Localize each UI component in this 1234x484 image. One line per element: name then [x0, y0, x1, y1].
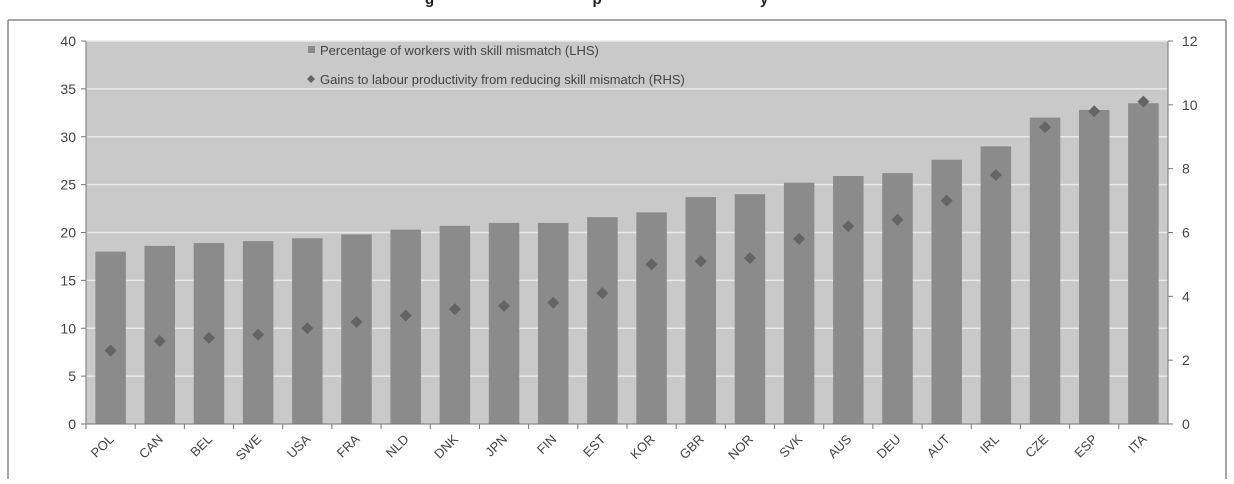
marker-nld — [399, 309, 412, 322]
bar-nor — [734, 194, 766, 424]
x-tick-label-fin: FIN — [534, 432, 559, 457]
markers — [104, 95, 1150, 357]
marker-usa — [301, 322, 314, 335]
x-tick-label-jpn: JPN — [482, 432, 510, 460]
legend: Percentage of workers with skill mismatc… — [307, 43, 685, 87]
x-tick-label-gbr: GBR — [676, 432, 707, 463]
marker-bel — [202, 331, 215, 344]
bar-jpn — [488, 222, 520, 424]
y-left-tick-label: 5 — [68, 368, 76, 384]
bar-can — [144, 245, 176, 424]
legend-diamond-marker — [307, 75, 315, 83]
x-tick-label-deu: DEU — [874, 432, 904, 462]
marker-dnk — [448, 303, 461, 316]
x-tick-label-est: EST — [580, 431, 609, 460]
bar-deu — [882, 173, 913, 424]
x-tick-label-usa: USA — [284, 431, 314, 461]
bar-fin — [537, 222, 569, 424]
bar-esp — [1078, 109, 1110, 424]
marker-pol — [104, 344, 117, 357]
marker-deu — [891, 213, 904, 226]
x-tick-label-nld: NLD — [383, 432, 412, 461]
bar-ita — [1128, 103, 1159, 425]
marker-kor — [645, 258, 658, 271]
x-tick-label-kor: KOR — [627, 432, 658, 463]
x-tick-label-cze: CZE — [1022, 431, 1051, 460]
marker-gbr — [694, 255, 707, 268]
y-left-tick-label: 0 — [68, 416, 76, 432]
bar-dnk — [439, 225, 471, 424]
marker-fin — [547, 296, 560, 309]
bar-irl — [980, 146, 1012, 424]
y-left-tick-label: 30 — [60, 129, 76, 145]
y-right-tick-label: 10 — [1182, 97, 1198, 113]
x-tick-label-ita: ITA — [1125, 431, 1149, 455]
y-left-tick-label: 25 — [60, 177, 76, 193]
y-left-tick-label: 35 — [60, 81, 76, 97]
x-tick-label-fra: FRA — [334, 431, 363, 460]
bar-kor — [636, 212, 667, 424]
bar-nld — [390, 229, 421, 424]
x-tick-label-aut: AUT — [924, 431, 953, 460]
x-tick-label-irl: IRL — [977, 432, 1002, 457]
y-right-tick-label: 12 — [1182, 33, 1198, 49]
marker-ita — [1137, 95, 1150, 108]
marker-aus — [842, 220, 855, 233]
axes — [81, 40, 1173, 429]
y-right-tick-label: 0 — [1182, 416, 1190, 432]
bar-pol — [95, 251, 126, 424]
x-tick-label-can: CAN — [136, 432, 166, 462]
x-tick-label-esp: ESP — [1071, 432, 1100, 461]
y-left-tick-label: 15 — [60, 272, 76, 288]
bar-cze — [1029, 117, 1061, 424]
x-tick-label-svk: SVK — [776, 431, 805, 460]
y-left-tick-label: 40 — [60, 33, 76, 49]
marker-swe — [252, 328, 265, 341]
x-tick-label-pol: POL — [88, 432, 117, 461]
x-tick-label-aus: AUS — [825, 431, 855, 461]
y-right-tick-label: 2 — [1182, 352, 1190, 368]
marker-jpn — [498, 299, 511, 312]
y-left-tick-label: 10 — [60, 320, 76, 336]
bar-fra — [341, 234, 372, 424]
y-right-tick-label: 4 — [1182, 288, 1190, 304]
bar-est — [587, 217, 618, 424]
x-tick-label-nor: NOR — [725, 432, 756, 463]
x-tick-label-swe: SWE — [233, 431, 265, 463]
bar-aus — [833, 176, 864, 424]
marker-irl — [989, 169, 1002, 182]
legend-bar-swatch — [308, 46, 315, 53]
y-right-tick-label: 8 — [1182, 161, 1190, 177]
y-left-tick-label: 20 — [60, 225, 76, 241]
marker-svk — [793, 232, 806, 245]
x-tick-label-dnk: DNK — [431, 431, 461, 461]
marker-nor — [743, 252, 756, 265]
x-tick-label-bel: BEL — [187, 432, 215, 460]
bar-svk — [783, 182, 815, 424]
marker-fra — [350, 315, 363, 328]
bar-gbr — [685, 197, 717, 424]
marker-est — [596, 287, 609, 300]
marker-can — [153, 335, 166, 348]
marker-esp — [1088, 105, 1101, 118]
legend-label-markers: Gains to labour productivity from reduci… — [320, 72, 685, 87]
marker-aut — [940, 194, 953, 207]
chart-title-fragment: g p y — [425, 0, 769, 8]
legend-label-bars: Percentage of workers with skill mismatc… — [320, 43, 599, 58]
marker-cze — [1039, 121, 1052, 134]
y-right-tick-label: 6 — [1182, 225, 1190, 241]
